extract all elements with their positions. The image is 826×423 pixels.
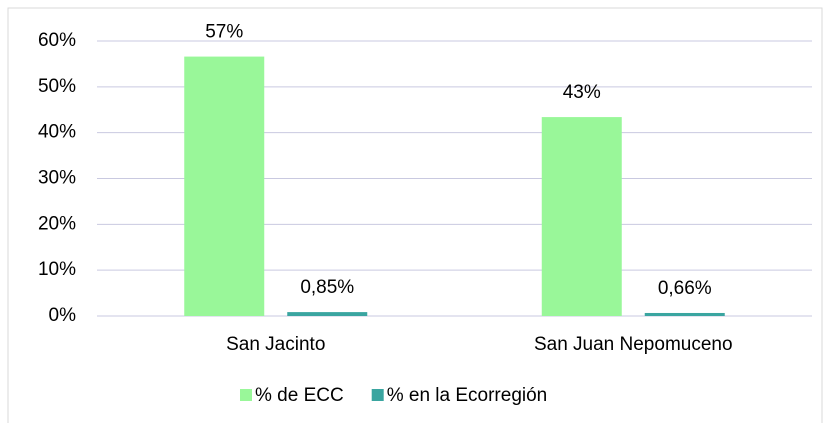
data-label: 57% bbox=[205, 22, 243, 43]
data-label: 43% bbox=[563, 82, 601, 103]
y-tick-label: 30% bbox=[38, 168, 76, 189]
x-tick-label: San Jacinto bbox=[226, 334, 325, 355]
data-label: 0,66% bbox=[658, 278, 712, 299]
data-label: 0,85% bbox=[300, 277, 354, 298]
y-tick-label: 0% bbox=[49, 305, 77, 326]
legend-label: % en la Ecorregión bbox=[387, 385, 548, 406]
legend-swatch bbox=[371, 389, 384, 401]
legend-swatch bbox=[240, 389, 252, 401]
y-tick-label: 50% bbox=[38, 76, 76, 97]
y-tick-label: 40% bbox=[38, 122, 76, 143]
y-tick-label: 10% bbox=[38, 259, 76, 280]
bar bbox=[644, 312, 725, 316]
legend-label: % de ECC bbox=[255, 385, 344, 406]
bar bbox=[287, 312, 368, 316]
bar bbox=[184, 56, 265, 316]
y-tick-label: 20% bbox=[38, 213, 76, 234]
chart-frame bbox=[7, 7, 823, 423]
bar bbox=[541, 117, 622, 316]
y-tick-label: 60% bbox=[38, 30, 76, 51]
x-tick-label: San Juan Nepomuceno bbox=[534, 334, 733, 355]
